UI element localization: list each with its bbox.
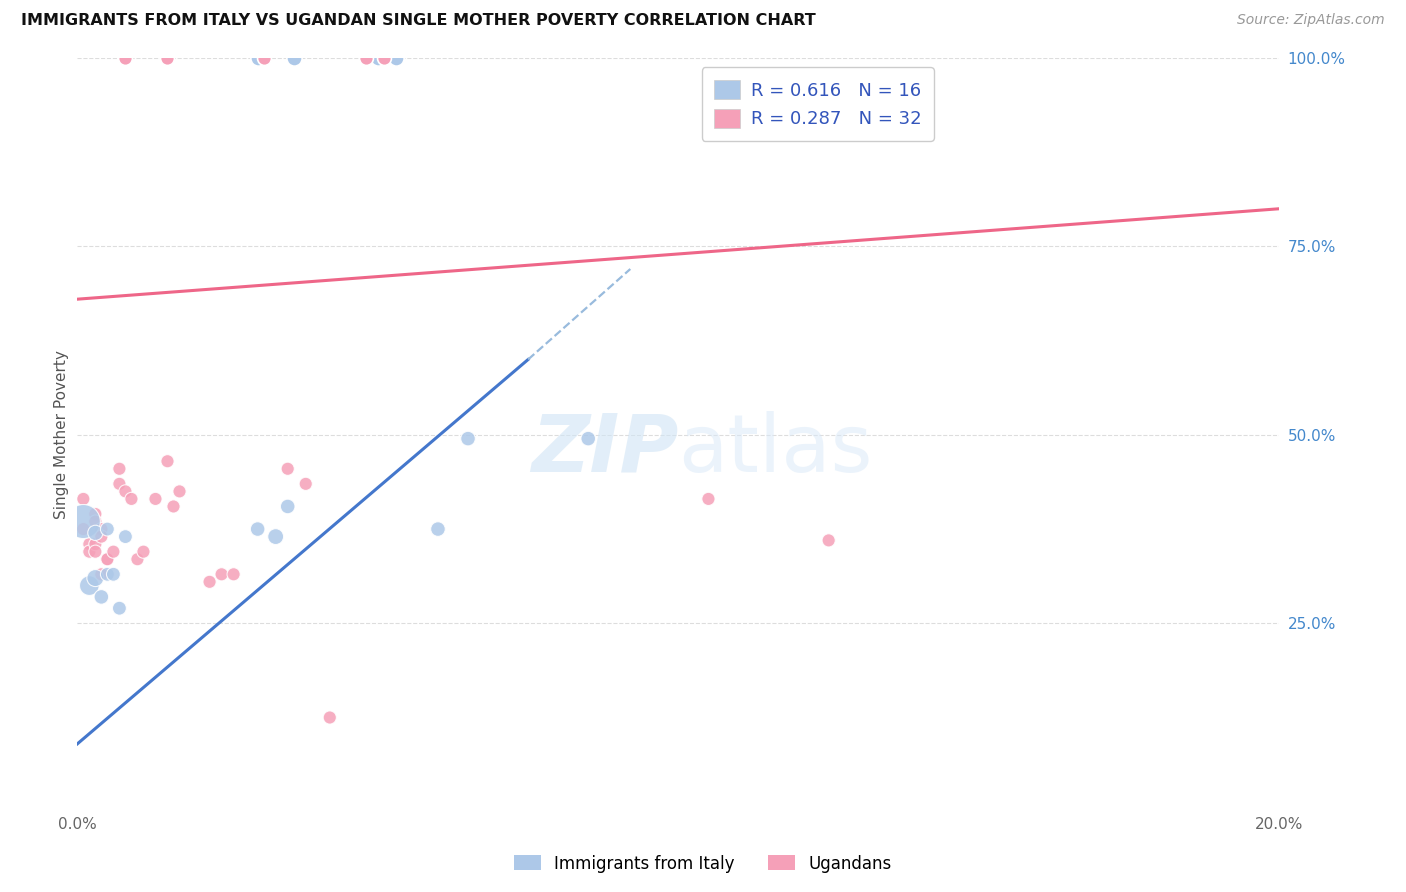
Point bbox=[90, 567, 112, 582]
Point bbox=[108, 601, 131, 615]
Text: ZIP: ZIP bbox=[531, 411, 679, 489]
Point bbox=[84, 507, 107, 521]
Point bbox=[84, 525, 107, 540]
Point bbox=[72, 522, 94, 536]
Point bbox=[246, 522, 269, 536]
Point bbox=[90, 530, 112, 544]
Point bbox=[277, 500, 299, 514]
Point bbox=[145, 491, 167, 506]
Point bbox=[277, 462, 299, 476]
Point bbox=[84, 537, 107, 551]
Point bbox=[90, 522, 112, 536]
Point bbox=[90, 590, 112, 604]
Point bbox=[156, 454, 179, 468]
Point bbox=[108, 462, 131, 476]
Point bbox=[198, 574, 221, 589]
Point bbox=[79, 544, 101, 558]
Point bbox=[576, 432, 599, 446]
Point bbox=[319, 710, 342, 724]
Point bbox=[103, 567, 125, 582]
Point bbox=[120, 491, 142, 506]
Point bbox=[222, 567, 245, 582]
Point bbox=[103, 544, 125, 558]
Point bbox=[127, 552, 149, 566]
Point bbox=[72, 515, 94, 529]
Point bbox=[264, 530, 287, 544]
Point bbox=[132, 544, 155, 558]
Legend: Immigrants from Italy, Ugandans: Immigrants from Italy, Ugandans bbox=[508, 848, 898, 880]
Legend: R = 0.616   N = 16, R = 0.287   N = 32: R = 0.616 N = 16, R = 0.287 N = 32 bbox=[702, 67, 934, 141]
Point bbox=[169, 484, 191, 499]
Point bbox=[108, 476, 131, 491]
Point bbox=[84, 515, 107, 529]
Point bbox=[427, 522, 450, 536]
Point bbox=[79, 579, 101, 593]
Point bbox=[114, 484, 136, 499]
Point bbox=[817, 533, 839, 548]
Point bbox=[294, 476, 316, 491]
Text: atlas: atlas bbox=[679, 411, 873, 489]
Point bbox=[79, 537, 101, 551]
Point bbox=[72, 491, 94, 506]
Point bbox=[84, 571, 107, 585]
Point bbox=[457, 432, 479, 446]
Y-axis label: Single Mother Poverty: Single Mother Poverty bbox=[53, 351, 69, 519]
Point bbox=[96, 552, 118, 566]
Point bbox=[114, 530, 136, 544]
Text: IMMIGRANTS FROM ITALY VS UGANDAN SINGLE MOTHER POVERTY CORRELATION CHART: IMMIGRANTS FROM ITALY VS UGANDAN SINGLE … bbox=[21, 13, 815, 29]
Point bbox=[211, 567, 233, 582]
Point bbox=[96, 552, 118, 566]
Text: Source: ZipAtlas.com: Source: ZipAtlas.com bbox=[1237, 13, 1385, 28]
Point bbox=[96, 522, 118, 536]
Point bbox=[162, 500, 184, 514]
Point bbox=[697, 491, 720, 506]
Point bbox=[84, 544, 107, 558]
Point bbox=[96, 567, 118, 582]
